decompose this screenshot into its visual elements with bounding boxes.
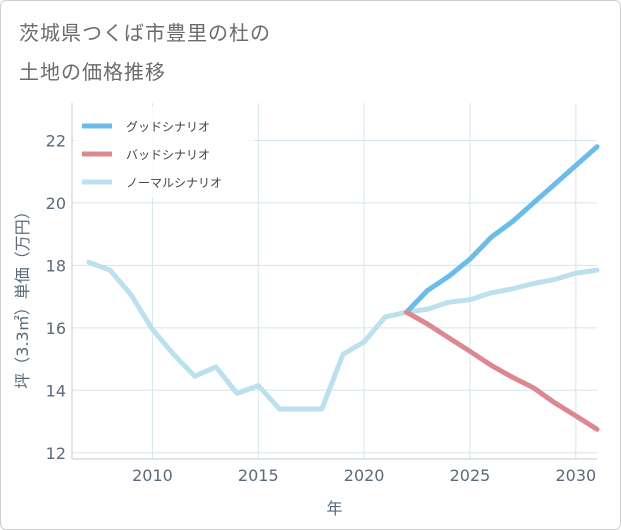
legend-label: バッドシナリオ bbox=[126, 148, 210, 162]
chart-title-line-2: 土地の価格推移 bbox=[19, 60, 166, 84]
x-tick-label: 2030 bbox=[555, 466, 596, 485]
y-tick-label: 22 bbox=[46, 131, 66, 150]
x-tick-label: 2015 bbox=[238, 466, 279, 485]
x-tick-label: 2010 bbox=[132, 466, 173, 485]
series-lines bbox=[86, 144, 600, 432]
y-axis-label: 坪（3.3㎡）単価（万円） bbox=[13, 203, 32, 388]
y-tick-label: 18 bbox=[46, 256, 66, 275]
series-line-3 bbox=[86, 259, 600, 412]
x-axis-label: 年 bbox=[326, 499, 342, 518]
x-tick-label: 2020 bbox=[344, 466, 385, 485]
y-tick-label: 20 bbox=[46, 194, 66, 213]
series-line-1 bbox=[404, 144, 600, 315]
series-line-2 bbox=[404, 309, 600, 432]
y-tick-label: 12 bbox=[46, 444, 66, 463]
y-tick-label: 16 bbox=[46, 319, 66, 338]
y-tick-label: 14 bbox=[46, 381, 66, 400]
grid bbox=[72, 103, 597, 459]
chart-title-line-1: 茨城県つくば市豊里の杜の bbox=[19, 21, 271, 45]
legend-label: グッドシナリオ bbox=[126, 120, 210, 134]
legend-label: ノーマルシナリオ bbox=[126, 176, 222, 190]
x-tick-label: 2025 bbox=[450, 466, 491, 485]
axes: 12 14 16 18 20 22 2010 2015 2020 2025 2030 bbox=[46, 103, 597, 485]
